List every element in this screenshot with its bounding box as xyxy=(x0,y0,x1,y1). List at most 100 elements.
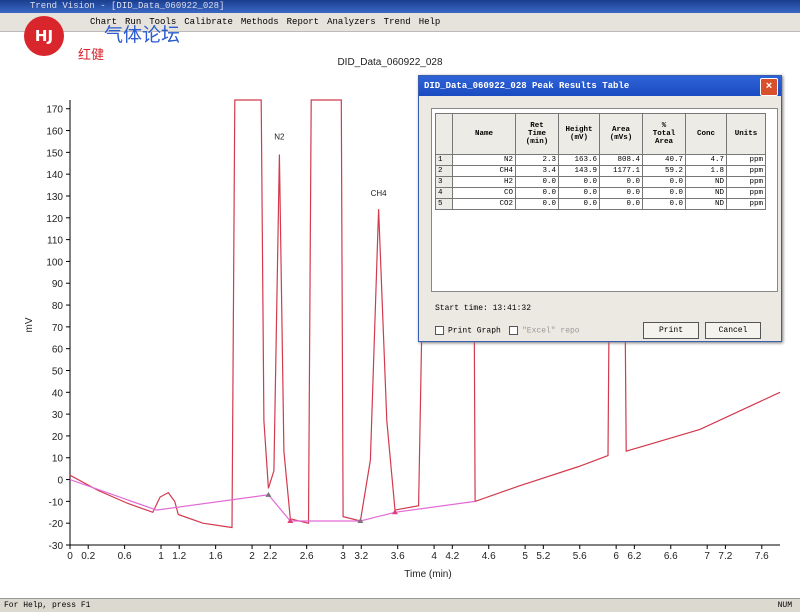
header-cell: Units xyxy=(726,113,766,155)
header-cell: Area (mVs) xyxy=(599,113,643,155)
button[interactable]: Cancel xyxy=(705,322,761,339)
table-cell: 1177.1 xyxy=(599,165,643,177)
x-tick-label: 2.2 xyxy=(263,551,277,562)
table-cell: 1.8 xyxy=(685,165,727,177)
header-cell: Height (mV) xyxy=(558,113,600,155)
status-num: NUM xyxy=(777,601,792,610)
x-tick-label: 4.2 xyxy=(445,551,459,562)
menu-item[interactable]: Calibrate xyxy=(184,17,233,27)
x-tick-label: 7.6 xyxy=(755,551,769,562)
logo-brand: 红健 xyxy=(78,48,105,63)
status-bar: For Help, press F1 NUM xyxy=(0,598,800,612)
y-tick-label: 100 xyxy=(46,257,63,268)
option[interactable]: "Excel" repo xyxy=(509,326,580,336)
x-tick-label: 5.6 xyxy=(573,551,587,562)
header-text: (mVs) xyxy=(609,134,633,142)
header-text: Conc xyxy=(696,130,715,138)
header-text: Area xyxy=(611,126,630,134)
table-cell: 5 xyxy=(435,198,453,210)
menu-item[interactable]: Run xyxy=(125,17,142,27)
table-cell: ppm xyxy=(726,154,766,166)
menu-item[interactable]: Analyzers xyxy=(327,17,376,27)
table-cell: 0.0 xyxy=(515,176,559,188)
header-text: Name xyxy=(474,130,493,138)
y-tick-label: 110 xyxy=(47,236,63,247)
y-tick-label: 70 xyxy=(52,323,64,334)
y-tick-label: 50 xyxy=(52,366,64,377)
header-cell: Name xyxy=(452,113,516,155)
header-text: % xyxy=(661,122,667,130)
table-cell: 0.0 xyxy=(558,187,600,199)
logo-forum: 气体论坛 xyxy=(104,24,181,46)
table-cell: ND xyxy=(685,176,727,188)
x-tick-label: 0 xyxy=(67,551,73,562)
x-tick-label: 0.2 xyxy=(81,551,95,562)
y-tick-label: 40 xyxy=(52,388,64,399)
menu-bar: Chart Run Tools Calibrate Methods Report Analy… xyxy=(0,13,800,32)
table-cell: CO2 xyxy=(452,198,516,210)
chart-title: DID_Data_060922_028 xyxy=(337,57,443,68)
table-cell: 0.0 xyxy=(515,187,559,199)
header-text: Ret xyxy=(530,122,544,130)
table-cell: 0.0 xyxy=(599,176,643,188)
table-cell: 0.0 xyxy=(558,198,600,210)
menu-item[interactable]: Methods xyxy=(240,17,279,27)
title-bar: Trend Vision - [DID_Data_060922_028] xyxy=(0,0,800,13)
table-row: 5 CO2 0.0 0.0 0.0 0.0 ND ppm xyxy=(435,198,766,210)
y-tick-label: 20 xyxy=(52,432,64,443)
table-cell: ppm xyxy=(726,176,766,188)
table-row: 1 N2 2.3 163.6 808.4 40.7 4.7 ppm xyxy=(435,154,766,166)
y-tick-label: 10 xyxy=(52,454,64,465)
table-cell: 0.0 xyxy=(599,187,643,199)
peak-label: N2 xyxy=(274,132,285,141)
baseline-marker xyxy=(391,509,398,515)
y-tick-label: 150 xyxy=(46,148,63,159)
x-tick-label: 5 xyxy=(522,551,528,562)
y-tick-label: 120 xyxy=(46,214,63,225)
close-button[interactable]: × xyxy=(760,78,778,96)
table-cell: 1 xyxy=(435,154,453,166)
results-table: Name Ret Time (min) Height (mV) Area (mVs)% Tota… xyxy=(435,113,766,210)
table-cell: 2.3 xyxy=(515,154,559,166)
table-cell: 163.6 xyxy=(558,154,600,166)
dialog-title: DID_Data_060922_028 Peak Results Table xyxy=(419,76,781,96)
table-cell: ND xyxy=(685,187,727,199)
y-tick-label: 80 xyxy=(52,301,64,312)
x-axis-label: Time (min) xyxy=(404,569,451,580)
x-tick-label: 3.2 xyxy=(354,551,368,562)
menu-item[interactable]: Trend xyxy=(383,17,411,27)
menu-item[interactable]: Help xyxy=(418,17,441,27)
table-frame: Name Ret Time (min) Height (mV) Area (mVs)% Tota… xyxy=(431,108,778,292)
y-tick-label: 160 xyxy=(46,127,63,138)
x-tick-label: 5.2 xyxy=(536,551,550,562)
peak-label: CH4 xyxy=(371,189,388,198)
x-tick-label: 7 xyxy=(704,551,710,562)
table-cell: 0.0 xyxy=(515,198,559,210)
header-text: Area xyxy=(654,138,673,146)
table-cell: CO xyxy=(452,187,516,199)
menu-item[interactable]: Tools xyxy=(149,17,177,27)
table-cell: 40.7 xyxy=(642,154,686,166)
table-row: 3 H2 0.0 0.0 0.0 0.0 ND ppm xyxy=(435,176,766,188)
y-tick-label: -20 xyxy=(49,519,64,530)
table-cell: ND xyxy=(685,198,727,210)
x-tick-label: 2 xyxy=(249,551,255,562)
menu-item[interactable]: Report xyxy=(286,17,320,27)
x-tick-label: 3.6 xyxy=(391,551,405,562)
y-tick-label: 170 xyxy=(46,105,63,116)
header-text: Total xyxy=(652,130,676,138)
table-cell: ppm xyxy=(726,198,766,210)
x-tick-label: 6 xyxy=(613,551,619,562)
table-cell: 4 xyxy=(435,187,453,199)
x-tick-label: 6.2 xyxy=(627,551,641,562)
table-cell: 3.4 xyxy=(515,165,559,177)
menu-item[interactable]: Chart xyxy=(90,17,118,27)
y-tick-label: -10 xyxy=(49,497,64,508)
header-text: Units xyxy=(734,130,758,138)
trace xyxy=(69,479,476,522)
y-tick-label: 60 xyxy=(52,345,64,356)
button[interactable]: Print xyxy=(643,322,699,339)
y-tick-label: 130 xyxy=(46,192,63,203)
y-tick-label: 140 xyxy=(46,170,63,181)
option[interactable]: Print Graph xyxy=(435,326,501,336)
